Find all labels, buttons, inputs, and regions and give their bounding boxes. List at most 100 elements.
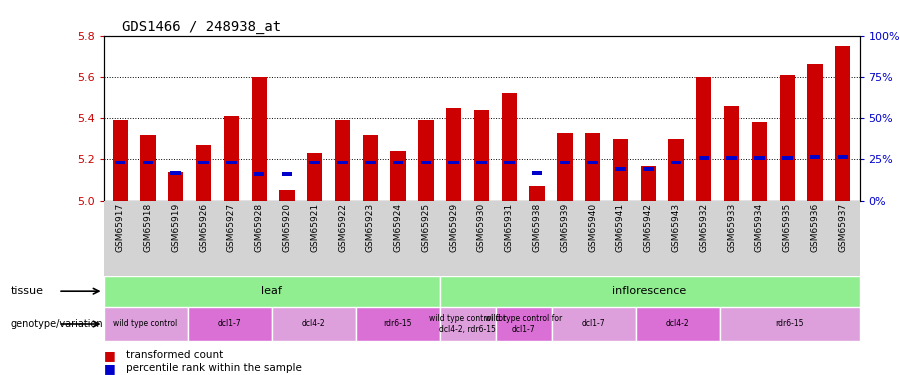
Bar [254,172,265,176]
Text: GSM65921: GSM65921 [310,203,320,252]
Bar [272,307,356,341]
Text: GSM65940: GSM65940 [589,203,598,252]
Bar [476,160,487,164]
Text: wild type control for
dcl4-2, rdr6-15: wild type control for dcl4-2, rdr6-15 [429,314,506,334]
Bar [196,145,211,201]
Bar [251,77,266,201]
Bar [807,64,823,201]
Text: GSM65935: GSM65935 [783,203,792,252]
Text: GSM65923: GSM65923 [365,203,374,252]
Bar [187,307,272,341]
Bar [754,156,765,160]
Text: rdr6-15: rdr6-15 [775,320,804,328]
Text: ■: ■ [104,362,115,375]
Bar [224,116,239,201]
Text: GSM65936: GSM65936 [811,203,820,252]
Bar [198,160,209,164]
Text: GSM65939: GSM65939 [561,203,570,252]
Text: wild type control: wild type control [113,320,177,328]
Bar [835,46,850,201]
Bar [504,160,515,164]
Text: tissue: tissue [11,286,44,296]
Text: GSM65928: GSM65928 [255,203,264,252]
Bar [560,160,571,164]
Bar [496,307,552,341]
Bar [170,171,181,175]
Bar [420,160,431,164]
Bar [532,171,543,175]
Bar [810,156,820,159]
Bar [115,160,125,164]
Bar [307,153,322,201]
Bar [616,167,625,171]
Bar [643,167,653,171]
Text: GSM65930: GSM65930 [477,203,486,252]
Text: GSM65920: GSM65920 [283,203,292,252]
Bar [552,307,635,341]
Bar [474,110,489,201]
Text: GSM65929: GSM65929 [449,203,458,252]
Text: rdr6-15: rdr6-15 [383,320,412,328]
Text: GSM65925: GSM65925 [421,203,430,252]
Text: GSM65918: GSM65918 [143,203,152,252]
Bar [752,122,767,201]
Bar [140,135,156,201]
Text: GSM65943: GSM65943 [671,203,680,252]
Bar [838,156,848,159]
Bar [104,307,187,341]
Text: percentile rank within the sample: percentile rank within the sample [126,363,302,373]
Text: GSM65933: GSM65933 [727,203,736,252]
Text: GSM65938: GSM65938 [533,203,542,252]
Bar [226,160,237,164]
Bar [439,276,860,307]
Text: GSM65919: GSM65919 [171,203,180,252]
Bar [726,156,737,160]
Bar [724,106,739,201]
Bar [335,120,350,201]
Bar [310,160,320,164]
Bar [669,139,684,201]
Bar [585,132,600,201]
Bar [104,276,439,307]
Text: GSM65934: GSM65934 [755,203,764,252]
Bar [168,172,184,201]
Text: inflorescence: inflorescence [612,286,687,296]
Bar [439,307,496,341]
Text: GSM65926: GSM65926 [199,203,208,252]
Text: GSM65942: GSM65942 [644,203,652,252]
Bar [779,75,795,201]
Text: GSM65927: GSM65927 [227,203,236,252]
Text: transformed count: transformed count [126,351,223,360]
Bar [338,160,347,164]
Text: wild type control for
dcl1-7: wild type control for dcl1-7 [485,314,562,334]
Text: GDS1466 / 248938_at: GDS1466 / 248938_at [122,20,281,34]
Bar [143,160,153,164]
Bar [698,156,709,160]
Bar [418,120,434,201]
Bar [365,160,375,164]
Bar [363,135,378,201]
Bar [392,160,403,164]
Text: GSM65922: GSM65922 [338,203,347,252]
Text: GSM65941: GSM65941 [616,203,625,252]
Bar [697,77,712,201]
Bar [391,151,406,201]
Text: dcl4-2: dcl4-2 [666,320,689,328]
Bar [501,93,517,201]
Bar [635,307,719,341]
Text: ■: ■ [104,349,115,362]
Bar [356,307,439,341]
Text: GSM65931: GSM65931 [505,203,514,252]
Bar [641,166,656,201]
Text: GSM65924: GSM65924 [393,203,402,252]
Bar [782,156,793,160]
Text: GSM65937: GSM65937 [838,203,847,252]
Bar [613,139,628,201]
Bar [282,172,292,176]
Text: GSM65917: GSM65917 [116,203,125,252]
Bar [588,160,598,164]
Text: dcl1-7: dcl1-7 [581,320,606,328]
Text: dcl1-7: dcl1-7 [218,320,241,328]
Bar [448,160,459,164]
Bar [279,190,294,201]
